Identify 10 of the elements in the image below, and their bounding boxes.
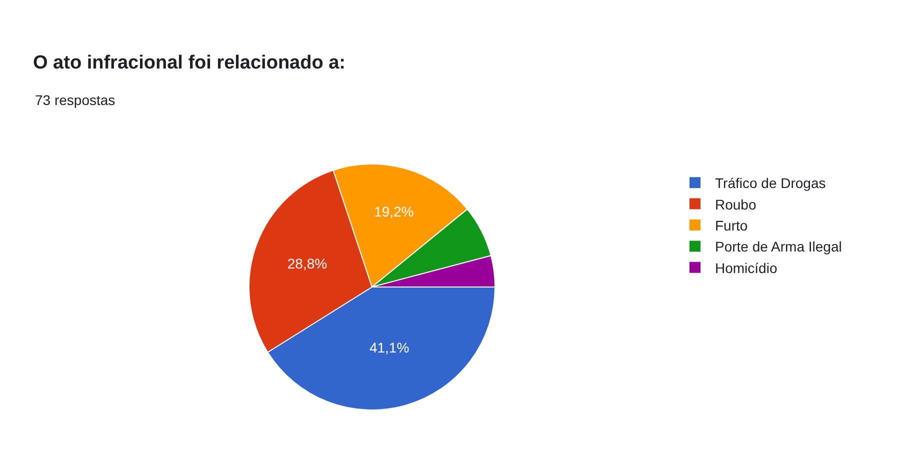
legend-label: Homicídio: [715, 260, 778, 276]
text: 73 respostas: [35, 92, 116, 108]
legend-label: Porte de Arma Ilegal: [715, 238, 842, 255]
chart-title: O ato infracional foi relacionado a:: [33, 52, 346, 74]
data-label: 41,1%: [369, 339, 410, 356]
legend-label: Tráfico de Drogas: [715, 175, 826, 192]
legend-label: Roubo: [715, 196, 756, 212]
legend-label: Furto: [715, 217, 748, 234]
data-label: 19,2%: [374, 204, 414, 220]
data-label: 28,8%: [287, 256, 328, 272]
